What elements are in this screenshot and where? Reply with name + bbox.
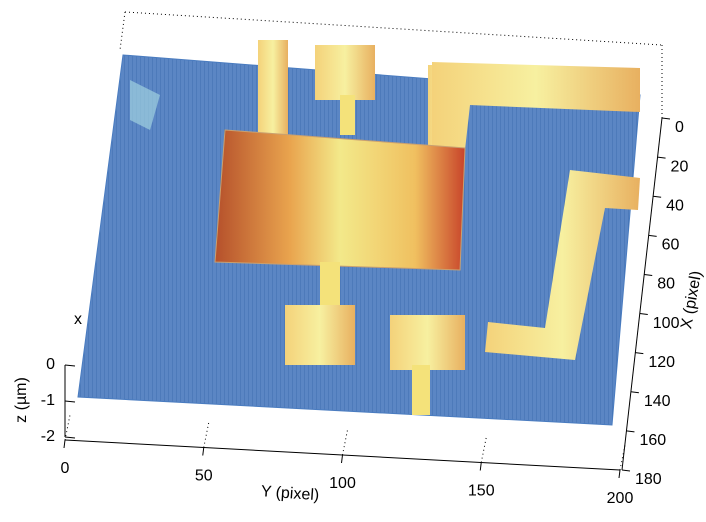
y-tick: [639, 313, 648, 316]
y-tick-label: 60: [662, 237, 680, 254]
y-tick: [648, 234, 657, 237]
y-tick-label: 40: [666, 197, 684, 214]
y-tick: [653, 195, 662, 198]
y-tick: [635, 352, 644, 355]
x-tick-label: 0: [61, 460, 70, 477]
grid-line: [342, 429, 348, 456]
annotation: x: [74, 311, 82, 328]
x-tick-label: 150: [468, 483, 495, 500]
x-tick: [618, 469, 621, 479]
box-edges: [119, 11, 663, 118]
x-tick-label: 200: [607, 490, 634, 507]
y-tick-label: 100: [653, 315, 680, 332]
x-tick: [63, 439, 66, 449]
grid-line: [203, 422, 210, 448]
y-tick-label: 80: [657, 276, 675, 293]
y-tick: [657, 156, 666, 159]
grid-line: [480, 437, 487, 463]
y-tick-label: 120: [648, 354, 675, 371]
grid-line: [619, 444, 626, 471]
z-tick-label: 0: [46, 356, 55, 373]
x-tick: [202, 447, 205, 456]
axis-line: [621, 117, 663, 471]
grid-line: [64, 414, 71, 441]
y-tick: [644, 273, 653, 276]
z-tick-label: -1: [41, 392, 55, 409]
y-tick: [626, 430, 635, 433]
y-tick-label: 180: [635, 471, 662, 488]
y-tick-label: 20: [671, 158, 689, 175]
y-tick-label: 160: [639, 432, 666, 449]
x-tick-label: 100: [329, 475, 356, 492]
z-axis-label: z (µm): [13, 377, 30, 423]
z-tick: [64, 400, 76, 403]
surface: [77, 40, 641, 426]
z-tick: [64, 364, 76, 367]
x-axis-label: Y (pixel): [260, 483, 319, 504]
z-tick-label: -2: [41, 428, 55, 445]
y-tick: [621, 469, 631, 472]
x-tick: [341, 454, 343, 464]
z-tick: [64, 436, 76, 439]
y-tick-label: 140: [644, 393, 671, 410]
x-tick-label: 50: [195, 468, 213, 485]
y-axis-label: X (pixel): [678, 270, 705, 331]
y-tick: [661, 117, 671, 120]
x-tick: [479, 462, 482, 471]
y-tick: [630, 391, 639, 394]
y-tick-label: 0: [675, 119, 684, 136]
